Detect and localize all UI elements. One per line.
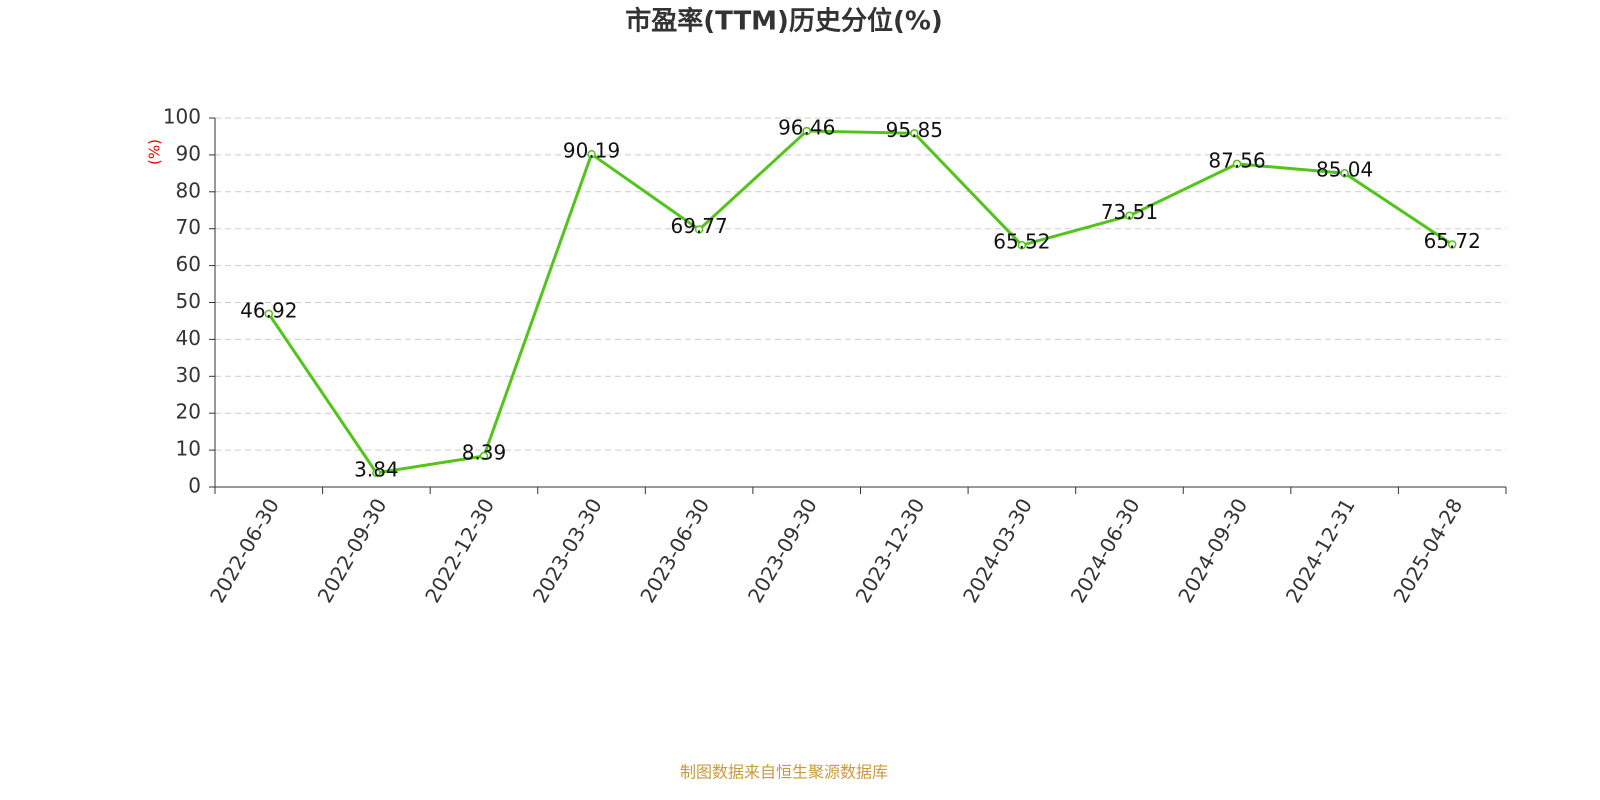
point	[372, 468, 381, 478]
point	[1340, 168, 1349, 178]
y-tick-label: 80	[176, 178, 201, 202]
data-label: 65.52	[993, 230, 1050, 254]
x-tick-label: 2023-06-30	[635, 494, 714, 607]
y-tick-label: 50	[176, 289, 201, 313]
data-label: 85.04	[1316, 158, 1373, 182]
data-label: 95.85	[886, 118, 943, 142]
y-axis-label: (%)	[146, 139, 164, 165]
x-tick-label: 2024-12-31	[1281, 494, 1360, 607]
point	[802, 126, 811, 136]
x-tick-label: 2024-09-30	[1173, 494, 1252, 607]
point	[1125, 211, 1134, 220]
line-series	[267, 129, 1454, 475]
point	[1017, 240, 1027, 250]
x-tick-label: 2022-09-30	[313, 494, 392, 607]
x-tick-label: 2022-12-30	[420, 494, 499, 607]
y-tick-label: 90	[176, 141, 201, 165]
y-tick-label: 100	[163, 105, 201, 129]
data-label: 90.19	[563, 139, 620, 163]
y-tick-label: 0	[188, 474, 201, 498]
x-tick-label: 2023-09-30	[743, 494, 822, 607]
data-label: 46.92	[240, 298, 297, 322]
data-label: 96.46	[778, 116, 835, 140]
y-tick-label: 20	[176, 400, 201, 424]
x-tick-label: 2025-04-28	[1388, 494, 1467, 607]
y-tick-label: 30	[176, 363, 201, 387]
y-tick-label: 40	[176, 326, 201, 350]
point	[1232, 159, 1242, 169]
point	[587, 149, 596, 159]
x-tick-label: 2022-06-30	[205, 494, 284, 607]
data-label: 8.39	[462, 441, 507, 465]
point	[264, 309, 274, 319]
x-tick-label: 2023-03-30	[528, 494, 607, 607]
x-tick-label: 2024-03-30	[958, 494, 1037, 607]
x-tick-label: 2023-12-30	[850, 494, 929, 607]
source-note: 制图数据来自恒生聚源数据库	[680, 763, 888, 782]
point	[694, 225, 704, 234]
chart-title: 市盈率(TTM)历史分位(%)	[625, 6, 943, 37]
x-tick-label: 2024-06-30	[1066, 494, 1145, 607]
data-label: 87.56	[1208, 148, 1265, 172]
data-label: 65.72	[1424, 229, 1481, 253]
point	[910, 129, 919, 138]
y-tick-label: 10	[176, 437, 201, 461]
point	[1447, 240, 1457, 249]
y-tick-label: 70	[176, 215, 201, 239]
point	[479, 451, 489, 461]
data-label: 69.77	[670, 214, 727, 238]
y-tick-label: 60	[176, 252, 201, 276]
data-label: 3.84	[354, 457, 399, 481]
data-label: 73.51	[1101, 200, 1158, 224]
